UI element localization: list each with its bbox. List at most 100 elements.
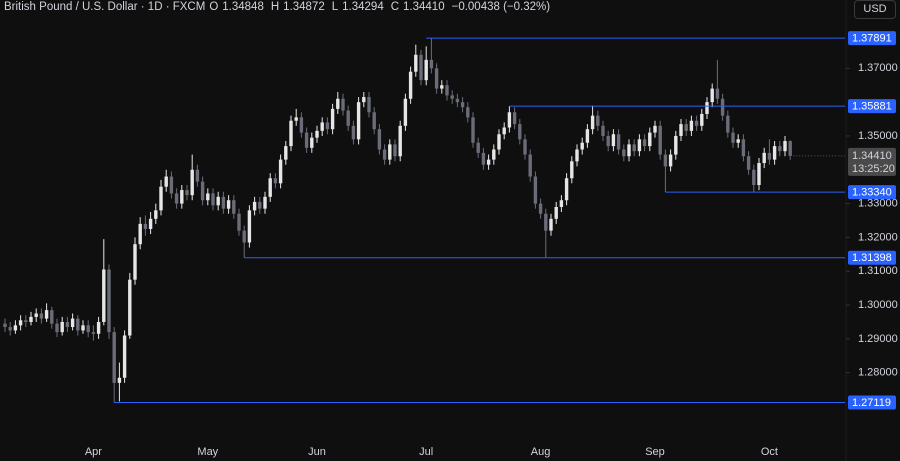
candle-body — [476, 142, 480, 153]
candle-body — [549, 218, 553, 231]
candle-body — [668, 154, 673, 167]
legend-header: British Pound / U.S. Dollar · 1D · FXCM … — [4, 1, 553, 13]
candle-body — [564, 178, 569, 201]
y-tick-label: 1.33000 — [858, 198, 898, 210]
candle-body — [346, 110, 350, 126]
candle-body — [445, 85, 449, 96]
candle-body — [559, 200, 564, 207]
candle-body — [606, 135, 610, 147]
candle-body — [528, 154, 532, 177]
ohlc-key: H — [270, 1, 280, 13]
candle-body — [752, 169, 756, 185]
candle-body — [611, 134, 616, 147]
x-tick-label: Aug — [531, 446, 551, 458]
candle-body — [767, 152, 772, 160]
candle-body — [658, 125, 662, 155]
candle-body — [778, 146, 782, 152]
y-tick-label: 1.32000 — [858, 231, 898, 243]
candle-body — [486, 159, 491, 165]
candle-body — [450, 95, 454, 99]
candle-body — [679, 124, 683, 136]
ohlc-value: 1.34848 — [222, 1, 264, 13]
candle-body — [736, 139, 740, 143]
ohlc-value: 1.34872 — [283, 1, 325, 13]
candle-body — [746, 156, 751, 170]
candle-body — [648, 132, 652, 147]
y-tick-label: 1.30000 — [858, 299, 898, 311]
candle-body — [112, 332, 116, 383]
candle-body — [237, 213, 241, 231]
candle-body — [554, 206, 558, 219]
candle-body — [362, 97, 366, 103]
candle-body — [18, 320, 23, 326]
candle-body — [616, 134, 621, 150]
candle-body — [429, 59, 434, 69]
candle-body — [107, 269, 111, 333]
candle-body — [731, 132, 735, 143]
y-tick-label: 1.29000 — [858, 333, 898, 345]
candle-body — [497, 134, 501, 150]
candle-body — [34, 313, 38, 317]
candle-body — [533, 176, 538, 204]
candle-body — [263, 196, 267, 209]
x-tick-label: Jun — [308, 446, 326, 458]
candle-body — [310, 137, 314, 148]
candle-body — [356, 102, 361, 140]
candle-body — [86, 325, 90, 333]
candle-body — [117, 377, 122, 383]
candle-body — [772, 146, 777, 160]
candle-body — [403, 98, 408, 126]
candle-body — [44, 310, 49, 319]
candle-body — [382, 149, 387, 160]
candle-body — [320, 122, 324, 131]
candle-body — [601, 125, 605, 136]
x-tick-label: May — [197, 446, 218, 458]
candle-body — [512, 112, 517, 125]
candle-body — [221, 196, 226, 209]
currency-button[interactable]: USD — [854, 0, 896, 19]
x-tick-label: Apr — [85, 446, 102, 458]
candle-body — [481, 152, 486, 165]
candle-body — [96, 321, 101, 334]
candle-body — [159, 186, 163, 211]
candle-body — [741, 139, 746, 157]
candle-body — [694, 120, 699, 126]
candle-body — [200, 181, 205, 201]
candle-body — [419, 54, 423, 81]
ohlc-key: O — [209, 1, 219, 13]
level-label: 1.33340 — [852, 187, 892, 199]
candle-body — [388, 144, 392, 160]
candle-body — [232, 200, 236, 214]
candle-body — [268, 178, 272, 197]
ohlc-key: C — [390, 1, 400, 13]
candle-body — [39, 313, 44, 319]
candle-body — [247, 210, 252, 243]
candle-body — [663, 154, 668, 167]
candle-body — [627, 144, 631, 157]
level-label-box — [848, 99, 896, 114]
candle-body — [325, 122, 330, 130]
candle-body — [122, 335, 127, 378]
candle-body — [622, 149, 626, 157]
candle-body — [3, 323, 7, 328]
candle-body — [284, 146, 288, 160]
candle-body — [180, 190, 184, 204]
candle-body — [424, 59, 428, 81]
candle-body — [414, 54, 418, 72]
level-label-box — [848, 31, 896, 46]
candle-body — [440, 85, 444, 89]
candle-body — [507, 112, 512, 128]
candle-body — [715, 88, 720, 99]
candle-body — [367, 97, 371, 113]
ohlc-value: 1.34294 — [342, 1, 384, 13]
candle-body — [50, 310, 54, 324]
candle-body — [570, 161, 574, 179]
level-label-box — [848, 250, 896, 265]
candle-body — [689, 120, 694, 131]
candle-body — [788, 141, 792, 156]
candle-body — [138, 223, 142, 245]
candle-body — [466, 107, 470, 118]
candle-body — [585, 129, 590, 143]
candle-body — [252, 201, 257, 211]
